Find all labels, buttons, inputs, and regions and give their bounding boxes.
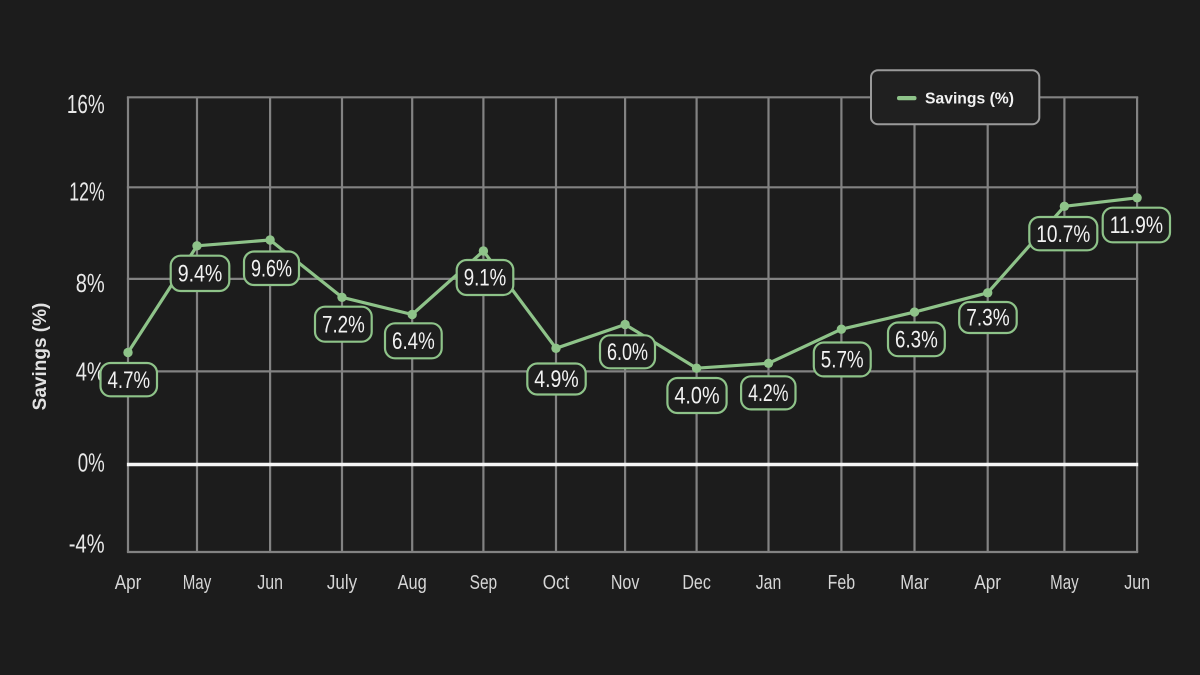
svg-text:May: May <box>183 572 212 594</box>
svg-text:May: May <box>1050 572 1079 594</box>
svg-text:Jan: Jan <box>756 572 782 594</box>
svg-text:Apr: Apr <box>974 572 1001 594</box>
svg-text:0%: 0% <box>78 448 105 478</box>
svg-text:Feb: Feb <box>828 572 856 594</box>
svg-text:6.3%: 6.3% <box>895 327 938 354</box>
svg-text:Sep: Sep <box>470 572 498 594</box>
svg-text:Savings (%): Savings (%) <box>925 91 1014 108</box>
svg-text:9.1%: 9.1% <box>464 265 507 292</box>
svg-text:Aug: Aug <box>398 572 427 594</box>
svg-text:Apr: Apr <box>115 572 142 594</box>
svg-text:Oct: Oct <box>543 572 570 594</box>
svg-text:6.4%: 6.4% <box>392 328 435 355</box>
svg-text:Dec: Dec <box>682 572 711 594</box>
svg-text:6.0%: 6.0% <box>607 339 648 366</box>
svg-text:9.4%: 9.4% <box>178 261 223 288</box>
svg-text:Mar: Mar <box>900 572 929 594</box>
svg-text:July: July <box>327 572 357 594</box>
svg-text:8%: 8% <box>76 268 105 298</box>
svg-text:Savings (%): Savings (%) <box>30 303 51 411</box>
svg-text:16%: 16% <box>67 89 105 119</box>
svg-text:10.7%: 10.7% <box>1036 221 1090 248</box>
svg-text:4.0%: 4.0% <box>674 383 719 410</box>
svg-text:4.7%: 4.7% <box>108 367 151 394</box>
svg-text:7.2%: 7.2% <box>322 311 365 338</box>
svg-text:11.9%: 11.9% <box>1110 212 1163 239</box>
svg-text:12%: 12% <box>69 177 104 207</box>
svg-text:4.2%: 4.2% <box>748 380 788 407</box>
svg-text:-4%: -4% <box>69 528 105 558</box>
svg-text:9.6%: 9.6% <box>251 255 292 282</box>
svg-text:Jun: Jun <box>257 572 283 594</box>
svg-text:Jun: Jun <box>1124 572 1150 594</box>
svg-text:7.3%: 7.3% <box>966 305 1010 332</box>
svg-text:5.7%: 5.7% <box>821 347 864 374</box>
svg-text:Nov: Nov <box>611 572 640 594</box>
svg-text:4.9%: 4.9% <box>534 366 578 393</box>
